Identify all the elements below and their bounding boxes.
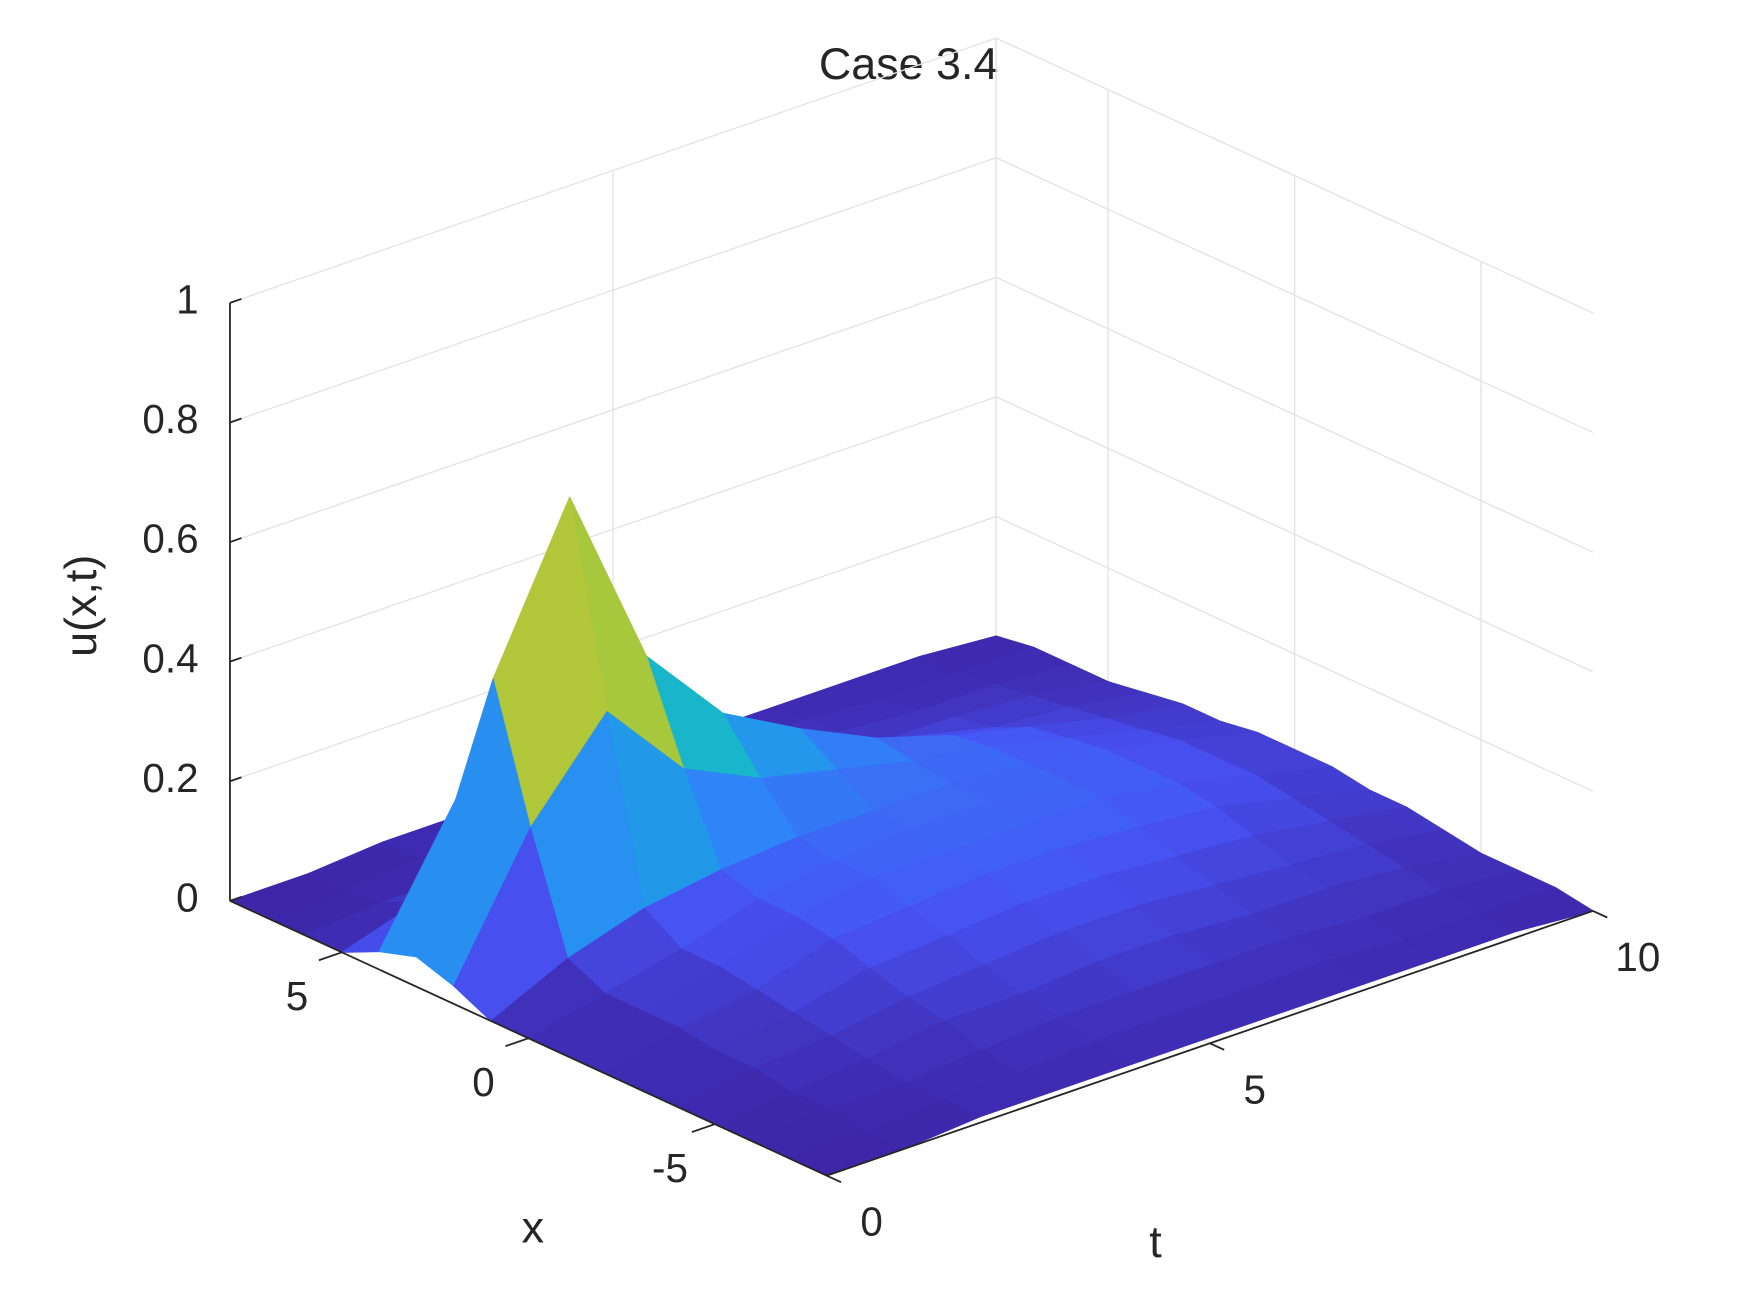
t-tick-label: 5 [1243, 1066, 1265, 1112]
z-tick [229, 298, 242, 304]
x-tick-label: 0 [472, 1059, 494, 1105]
z-tick [229, 417, 242, 424]
z-tick-label: 0 [176, 874, 198, 920]
t-tick [1209, 1042, 1225, 1051]
plot-area: Case 3.4 x t u(x,t) 0 0.2 0.4 0.6 0.8 1 -5 0 5 0 5… [55, 37, 1660, 1267]
z-tick-label: 0.6 [142, 516, 198, 562]
z-tick [229, 895, 242, 902]
x-tick [691, 1123, 716, 1133]
x-tick [505, 1037, 529, 1048]
z-tick [229, 776, 242, 783]
t-tick-label: 10 [1615, 934, 1660, 980]
chart-title: Case 3.4 [819, 38, 999, 89]
t-tick [826, 1174, 842, 1184]
x-tick-label: -5 [652, 1145, 688, 1191]
z-tick-label: 0.2 [142, 755, 198, 801]
x-tick [318, 951, 343, 962]
z-tick-label: 0.4 [142, 635, 198, 681]
t-tick [1592, 910, 1608, 919]
x-axis [229, 899, 828, 1177]
z-tick [229, 656, 242, 663]
z-tick [229, 537, 242, 543]
z-tick-label: 1 [176, 277, 198, 323]
t-axis-label: t [1149, 1216, 1162, 1267]
x-tick-label: 5 [286, 973, 308, 1019]
z-tick-label: 0.8 [142, 396, 198, 442]
z-axis-label: u(x,t) [55, 555, 106, 657]
t-tick-label: 0 [860, 1199, 882, 1245]
x-axis-label: x [522, 1201, 544, 1252]
